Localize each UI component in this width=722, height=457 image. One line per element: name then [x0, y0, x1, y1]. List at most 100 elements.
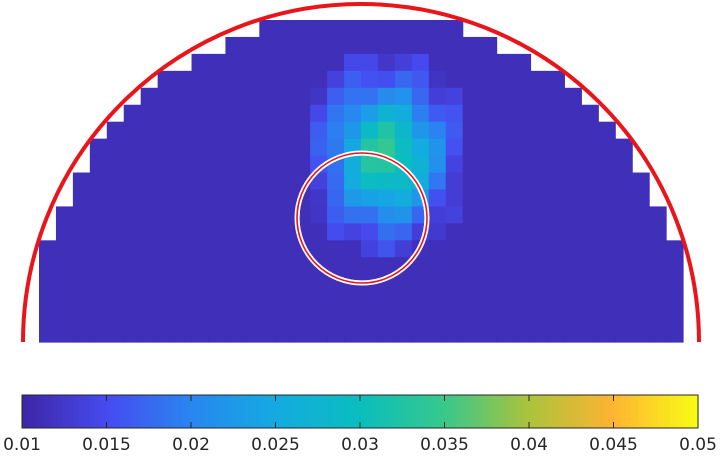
colorbar-swatch [474, 395, 479, 428]
colorbar-swatch [274, 395, 279, 428]
heatmap-cell [394, 172, 413, 191]
colorbar-swatch [502, 395, 507, 428]
heatmap-cell [327, 138, 345, 157]
colorbar-swatch [462, 395, 467, 428]
colorbar-swatch [194, 395, 199, 428]
heatmap-cell [106, 172, 125, 191]
heatmap-cell [157, 291, 176, 309]
heatmap-cell [530, 206, 549, 224]
heatmap-cell [344, 104, 362, 123]
heatmap-cell [377, 172, 396, 191]
colorbar-swatch [594, 395, 599, 428]
heatmap-cell [428, 70, 447, 89]
heatmap-cell [140, 308, 159, 326]
heatmap-cell [310, 223, 328, 241]
heatmap-cell [361, 155, 379, 174]
heatmap-cell [242, 206, 260, 224]
heatmap-cell [310, 20, 328, 38]
heatmap-cell [310, 104, 328, 123]
colorbar-tick-label: 0.04 [510, 435, 548, 455]
colorbar-swatch [582, 395, 587, 428]
heatmap-cell [479, 172, 498, 191]
heatmap-cell [157, 308, 176, 326]
heatmap-cell [259, 121, 277, 140]
heatmap-cell [106, 257, 125, 275]
heatmap-cell [174, 138, 193, 157]
heatmap-cell [581, 274, 599, 292]
heatmap-cell [208, 121, 227, 140]
colorbar-swatch [378, 395, 383, 428]
colorbar-swatch [46, 395, 51, 428]
heatmap-cell [174, 172, 193, 191]
heatmap-cell [513, 189, 532, 208]
heatmap-cell [598, 138, 616, 157]
colorbar-swatch [406, 395, 411, 428]
heatmap-cell [72, 325, 91, 343]
heatmap-cell [55, 274, 74, 292]
colorbar-swatch [682, 395, 687, 428]
colorbar-swatch [550, 395, 555, 428]
heatmap-cell [428, 155, 447, 174]
heatmap-cell [547, 291, 565, 309]
colorbar-swatch [602, 395, 607, 428]
heatmap-cell [276, 257, 294, 275]
colorbar-swatch [258, 395, 263, 428]
heatmap-cell [530, 155, 549, 174]
colorbar-swatch [658, 395, 663, 428]
colorbar-swatch [38, 395, 43, 428]
heatmap-cell [462, 53, 481, 72]
colorbar-swatch [690, 395, 695, 428]
heatmap-cell [513, 274, 532, 292]
heatmap-cell [428, 138, 447, 157]
heatmap-cell [445, 223, 464, 241]
heatmap-cell [208, 189, 227, 208]
heatmap-cell [242, 53, 260, 72]
heatmap-cell [276, 87, 294, 106]
heatmap-cell [530, 121, 549, 140]
colorbar-swatch [422, 395, 427, 428]
heatmap-cell [242, 172, 260, 191]
heatmap-cell [140, 325, 159, 343]
heatmap-cell [276, 70, 294, 89]
colorbar-swatch [478, 395, 483, 428]
heatmap-cell [564, 240, 582, 258]
heatmap-cell [327, 20, 345, 38]
heatmap-cell [259, 53, 277, 72]
heatmap-cell [377, 240, 396, 258]
heatmap-cell [208, 223, 227, 241]
heatmap-cell [225, 104, 243, 123]
colorbar-swatch [30, 395, 35, 428]
heatmap-cell [411, 87, 430, 106]
heatmap-cell [327, 257, 345, 275]
heatmap-cell [428, 104, 447, 123]
heatmap-cell [191, 206, 210, 224]
heatmap-cell [462, 240, 481, 258]
colorbar-swatch [506, 395, 511, 428]
heatmap-cell [547, 189, 565, 208]
heatmap-cell [208, 291, 227, 309]
heatmap-cell [632, 206, 650, 224]
heatmap-cell [394, 53, 413, 72]
colorbar-swatch [490, 395, 495, 428]
heatmap-cell [462, 325, 481, 343]
heatmap-cell [259, 138, 277, 157]
heatmap-cell [496, 274, 515, 292]
heatmap-cell [496, 155, 515, 174]
heatmap-cell [615, 206, 633, 224]
heatmap-cell [598, 308, 616, 326]
heatmap-cell [479, 121, 498, 140]
colorbar-swatch [318, 395, 323, 428]
heatmap-cell [445, 87, 464, 106]
colorbar-swatch [282, 395, 287, 428]
heatmap-cell [581, 121, 599, 140]
heatmap-cell [242, 155, 260, 174]
colorbar-swatch [330, 395, 335, 428]
heatmap-cell [89, 257, 108, 275]
heatmap-cell [615, 325, 633, 343]
heatmap-cell [140, 87, 159, 106]
heatmap-cell [513, 325, 532, 343]
heatmap-cell [462, 274, 481, 292]
heatmap-cell [310, 325, 328, 343]
heatmap-cell [208, 53, 227, 72]
heatmap-cell [513, 87, 532, 106]
